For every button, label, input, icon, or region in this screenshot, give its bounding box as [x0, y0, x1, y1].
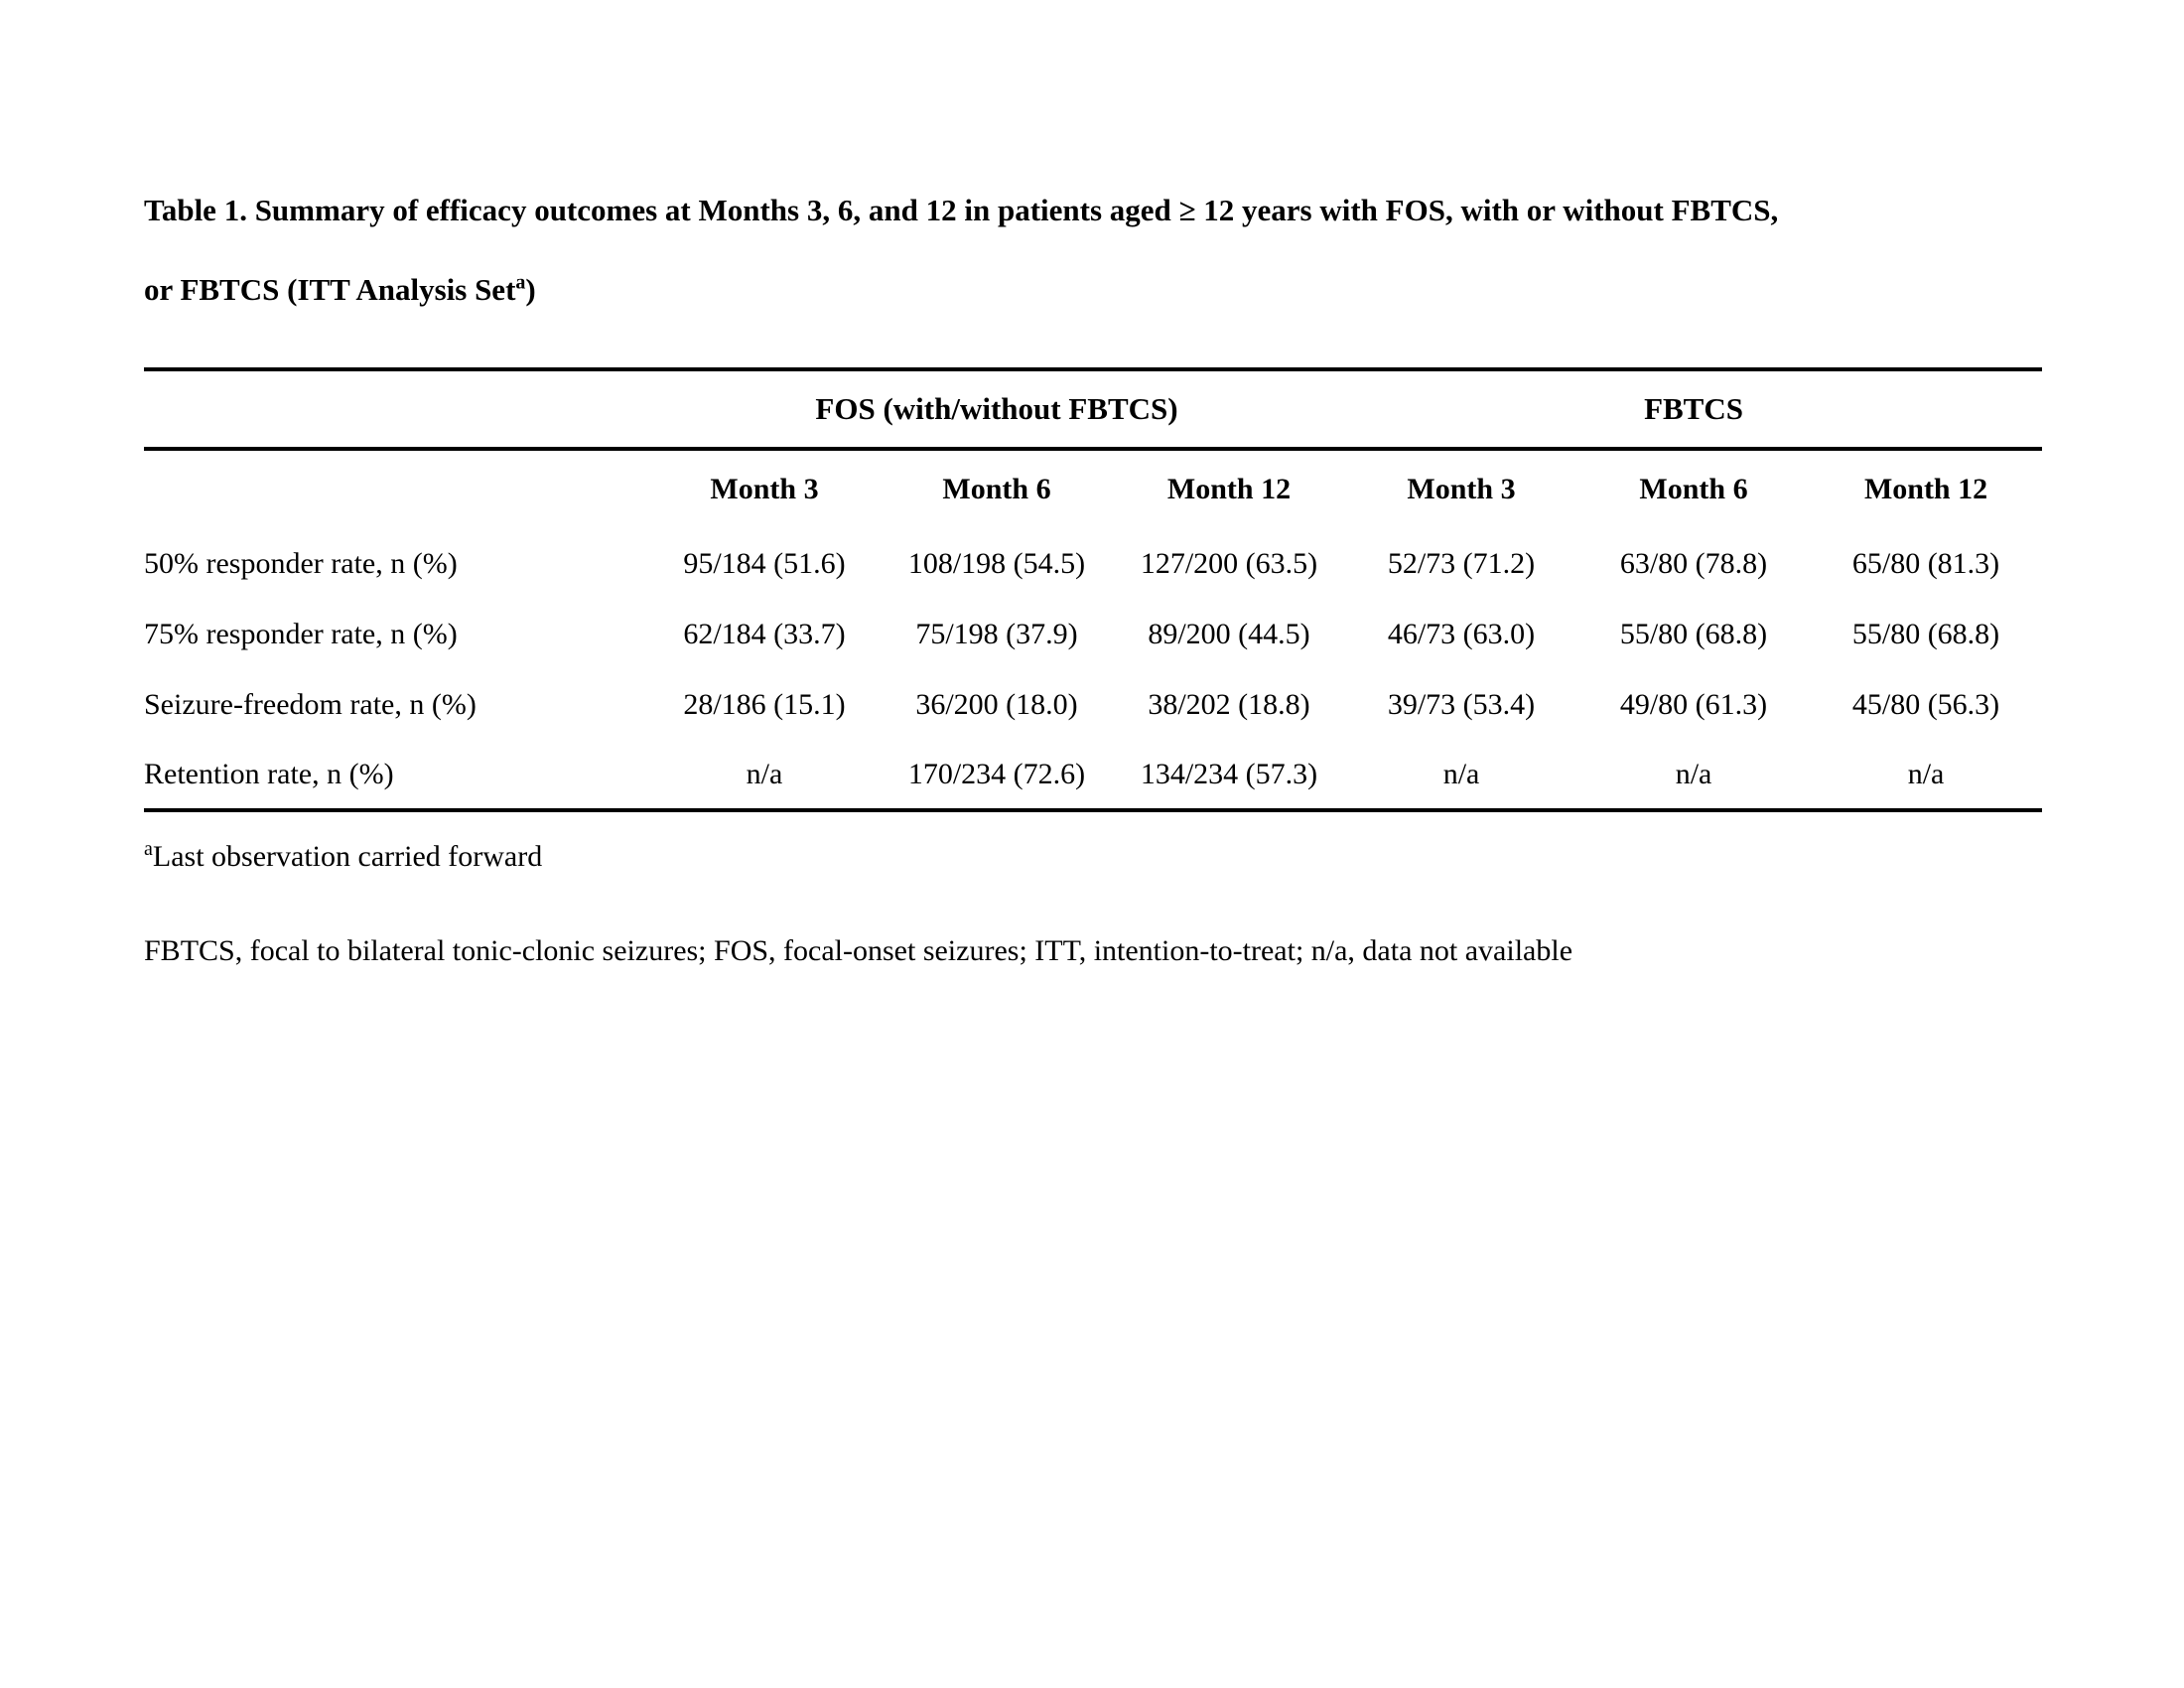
table-row-50pct-responder: 50% responder rate, n (%) 95/184 (51.6) …	[144, 528, 2042, 599]
footnote-locf: aLast observation carried forward	[144, 834, 542, 880]
column-header-fbtcs-month3: Month 3	[1407, 473, 1516, 505]
column-header-empty	[144, 449, 648, 528]
cell-value: 46/73 (63.0)	[1387, 617, 1536, 650]
group-header-fbtcs: FBTCS	[1345, 369, 2043, 451]
footnote-superscript-a: a	[144, 838, 153, 860]
table-row-retention: Retention rate, n (%) n/a 170/234 (72.6)…	[144, 740, 2042, 810]
footnote-locf-text: Last observation carried forward	[152, 840, 543, 873]
column-header-fos-month3: Month 3	[710, 473, 819, 505]
column-header-row: Month 3 Month 6 Month 12 Month 3 Month 6…	[144, 449, 2042, 528]
cell-value: 65/80 (81.3)	[1851, 546, 2000, 580]
cell-value: 49/80 (61.3)	[1619, 687, 1768, 721]
cell-value: 45/80 (56.3)	[1851, 687, 2000, 721]
efficacy-outcomes-table: FOS (with/without FBTCS) FBTCS Month 3 M…	[144, 367, 2043, 812]
table-title-line2-close: )	[525, 272, 536, 307]
cell-value: n/a	[1442, 757, 1480, 790]
cell-value: 75/198 (37.9)	[915, 617, 1078, 650]
cell-value: n/a	[746, 757, 783, 790]
column-header-fbtcs-month12: Month 12	[1863, 473, 1988, 505]
cell-value: 55/80 (68.8)	[1619, 617, 1768, 650]
cell-value: 52/73 (71.2)	[1387, 546, 1536, 580]
table-title: Table 1. Summary of efficacy outcomes at…	[144, 171, 2090, 330]
corner-cell-empty	[144, 369, 648, 451]
group-header-fos: FOS (with/without FBTCS)	[648, 369, 1346, 451]
cell-value: 39/73 (53.4)	[1387, 687, 1536, 721]
column-header-fos-month12: Month 12	[1166, 473, 1292, 505]
table-title-line1: Table 1. Summary of efficacy outcomes at…	[144, 193, 1779, 227]
cell-value: 38/202 (18.8)	[1148, 687, 1310, 721]
cell-value: 89/200 (44.5)	[1148, 617, 1310, 650]
cell-value: 95/184 (51.6)	[683, 546, 846, 580]
cell-value: n/a	[1675, 757, 1712, 790]
cell-value: 63/80 (78.8)	[1619, 546, 1768, 580]
cell-value: n/a	[1907, 757, 1945, 790]
cell-value: 127/200 (63.5)	[1140, 546, 1318, 580]
table-title-line2: or FBTCS (ITT Analysis Seta)	[144, 250, 2090, 330]
cell-value: 62/184 (33.7)	[683, 617, 846, 650]
row-label: 75% responder rate, n (%)	[144, 617, 458, 650]
efficacy-table-container: FOS (with/without FBTCS) FBTCS Month 3 M…	[144, 367, 2043, 812]
row-label: 50% responder rate, n (%)	[144, 546, 458, 580]
table-row-75pct-responder: 75% responder rate, n (%) 62/184 (33.7) …	[144, 599, 2042, 669]
table-row-seizure-freedom: Seizure-freedom rate, n (%) 28/186 (15.1…	[144, 669, 2042, 740]
cell-value: 108/198 (54.5)	[907, 546, 1086, 580]
cell-value: 170/234 (72.6)	[907, 757, 1086, 790]
cell-value: 28/186 (15.1)	[683, 687, 846, 721]
cell-value: 55/80 (68.8)	[1851, 617, 2000, 650]
title-superscript-a: a	[515, 271, 526, 294]
cell-value: 134/234 (57.3)	[1140, 757, 1318, 790]
row-label: Seizure-freedom rate, n (%)	[144, 687, 477, 721]
group-header-row: FOS (with/without FBTCS) FBTCS	[144, 369, 2043, 451]
column-header-fos-month6: Month 6	[942, 473, 1051, 505]
column-header-fbtcs-month6: Month 6	[1639, 473, 1748, 505]
cell-value: 36/200 (18.0)	[915, 687, 1078, 721]
row-label: Retention rate, n (%)	[144, 757, 394, 790]
table-title-line2-text: or FBTCS (ITT Analysis Set	[144, 272, 516, 307]
footnote-abbreviations: FBTCS, focal to bilateral tonic-clonic s…	[144, 934, 1573, 967]
